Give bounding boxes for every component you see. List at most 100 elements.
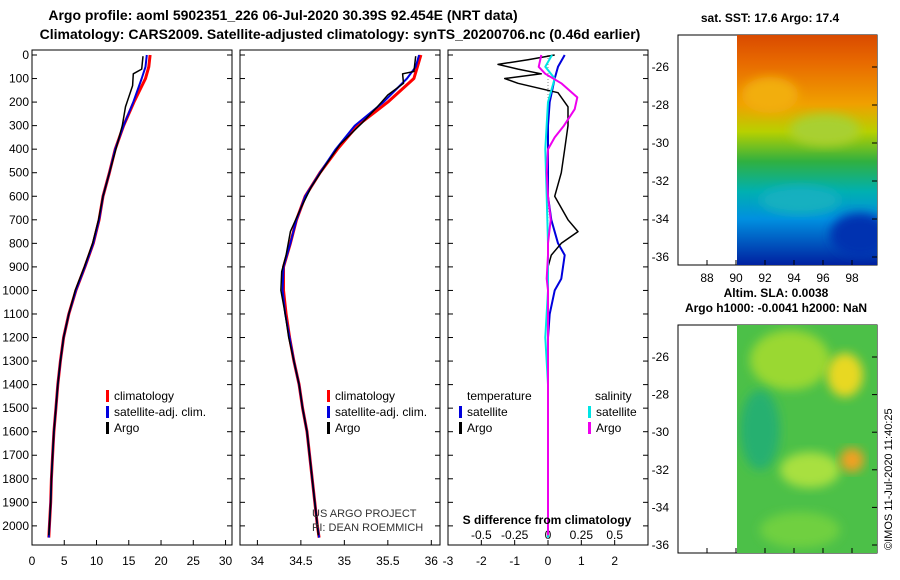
legend-argo: Argo	[114, 421, 140, 435]
legend-satellite-adj: satellite-adj. clim.	[335, 405, 427, 419]
legend-salinity-title: salinity	[595, 389, 632, 403]
depth-tick-label: 1600	[2, 425, 29, 439]
legend-sal-argo: Argo	[596, 421, 622, 435]
lon-tick-label: 92	[758, 271, 772, 285]
depth-tick-label: 1700	[2, 448, 29, 462]
sla-low-1	[740, 390, 780, 470]
x-tick-label: 35.5	[376, 554, 400, 568]
top-x-tick-label: 0	[545, 554, 552, 568]
temperature-legend: climatology satellite-adj. clim. Argo	[106, 389, 206, 435]
sla-high-2	[827, 353, 863, 397]
sla-map-image	[737, 325, 877, 553]
lat-tick-label: -36	[652, 250, 670, 264]
x-tick-label: 25	[187, 554, 201, 568]
sst-map-axes: -26 -28 -30 -32 -34 -36 88 90 92 94 96 98	[652, 60, 877, 285]
difference-series	[497, 54, 579, 540]
pi-label: PI: DEAN ROEMMICH	[312, 522, 423, 534]
depth-tick-label: 1300	[2, 354, 29, 368]
lat-tick-label: -30	[652, 425, 670, 439]
title-line-1: Argo profile: aoml 5902351_226 06-Jul-20…	[48, 7, 517, 23]
sla-high-4	[840, 448, 864, 472]
lat-tick-label: -28	[652, 388, 670, 402]
legend-swatch-climatology	[106, 390, 109, 402]
legend-argo: Argo	[335, 421, 361, 435]
depth-axis: 0 100 200 300 400 500 600 700 800 900 1000 1100 1200…	[2, 48, 648, 533]
sla-map-title-2: Argo h1000: -0.0041 h2000: NaN	[685, 301, 867, 315]
top-x-tick-label: 2	[611, 554, 618, 568]
bottom-x-tick-label: 0.25	[570, 528, 594, 542]
sst-front	[790, 114, 860, 146]
x-tick-label: 20	[154, 554, 168, 568]
sst-cold-pool	[830, 213, 877, 257]
sst-map-title: sat. SST: 17.6 Argo: 17.4	[701, 11, 840, 25]
legend-climatology: climatology	[335, 389, 395, 403]
salinity-x-axis: 34 34.5 35 35.5 36	[251, 540, 439, 568]
sst-warm-eddy	[742, 77, 798, 113]
depth-tick-label: 1000	[2, 283, 29, 297]
legend-swatch-satellite-adj	[327, 406, 330, 418]
temperature-panel-frame	[31, 49, 233, 546]
x-tick-label: 36	[425, 554, 439, 568]
lat-tick-label: -32	[652, 463, 670, 477]
series-line-satellite-adj-clim-	[281, 54, 421, 538]
sst-cool-band	[760, 186, 840, 214]
series-line-salinity-argo	[537, 54, 579, 536]
lon-tick-label: 96	[816, 271, 830, 285]
legend-temperature-title: temperature	[467, 389, 532, 403]
legend-sal-satellite: satellite	[596, 405, 637, 419]
legend-climatology: climatology	[114, 389, 174, 403]
depth-tick-label: 1200	[2, 331, 29, 345]
depth-tick-label: 1900	[2, 495, 29, 509]
depth-tick-label: 600	[9, 189, 29, 203]
lon-tick-label: 88	[700, 271, 714, 285]
imos-credit: ©IMOS 11-Jul-2020 11:40:25	[883, 408, 895, 550]
x-tick-label: 5	[61, 554, 68, 568]
x-tick-label: 10	[90, 554, 104, 568]
sla-map-title-1: Altim. SLA: 0.0038	[724, 286, 829, 300]
depth-tick-label: 500	[9, 166, 29, 180]
lat-tick-label: -30	[652, 136, 670, 150]
x-tick-label: 34	[251, 554, 265, 568]
depth-tick-label: 1500	[2, 401, 29, 415]
legend-swatch-satellite-adj	[106, 406, 109, 418]
difference-x-label: S difference from climatology	[463, 513, 632, 527]
series-line-satellite-adj-clim-	[47, 54, 148, 538]
legend-swatch-argo	[106, 422, 109, 434]
sla-high-3	[780, 452, 840, 488]
x-tick-label: 35	[338, 554, 352, 568]
sst-map-image	[737, 35, 877, 265]
lat-tick-label: -36	[652, 538, 670, 552]
bottom-x-tick-label: 0.5	[606, 528, 623, 542]
difference-legend: temperature satellite Argo salinity sate…	[459, 389, 637, 435]
depth-tick-label: 200	[9, 95, 29, 109]
depth-tick-label: 0	[22, 48, 29, 62]
series-line-argo	[280, 56, 417, 536]
bottom-x-tick-label: -0.5	[471, 528, 492, 542]
top-x-tick-label: -1	[509, 554, 520, 568]
lat-tick-label: -34	[652, 500, 670, 514]
depth-tick-label: 300	[9, 119, 29, 133]
legend-satellite-adj: satellite-adj. clim.	[114, 405, 206, 419]
legend-swatch-temp-argo	[459, 422, 462, 434]
sla-map-axes: -26 -28 -30 -32 -34 -36	[652, 350, 877, 553]
legend-temp-argo: Argo	[467, 421, 493, 435]
lon-tick-label: 94	[787, 271, 801, 285]
depth-tick-label: 100	[9, 72, 29, 86]
lat-tick-label: -28	[652, 98, 670, 112]
series-line-argo	[48, 56, 144, 536]
legend-swatch-climatology	[327, 390, 330, 402]
lat-tick-label: -32	[652, 174, 670, 188]
depth-tick-label: 400	[9, 142, 29, 156]
sla-high-5	[760, 512, 840, 548]
lon-tick-label: 98	[845, 271, 859, 285]
lat-tick-label: -26	[652, 350, 670, 364]
x-tick-label: 30	[219, 554, 233, 568]
depth-tick-label: 900	[9, 260, 29, 274]
legend-temp-satellite: satellite	[467, 405, 508, 419]
depth-tick-label: 1800	[2, 472, 29, 486]
lat-tick-label: -34	[652, 212, 670, 226]
lon-tick-label: 90	[729, 271, 743, 285]
depth-tick-label: 1100	[3, 307, 29, 321]
